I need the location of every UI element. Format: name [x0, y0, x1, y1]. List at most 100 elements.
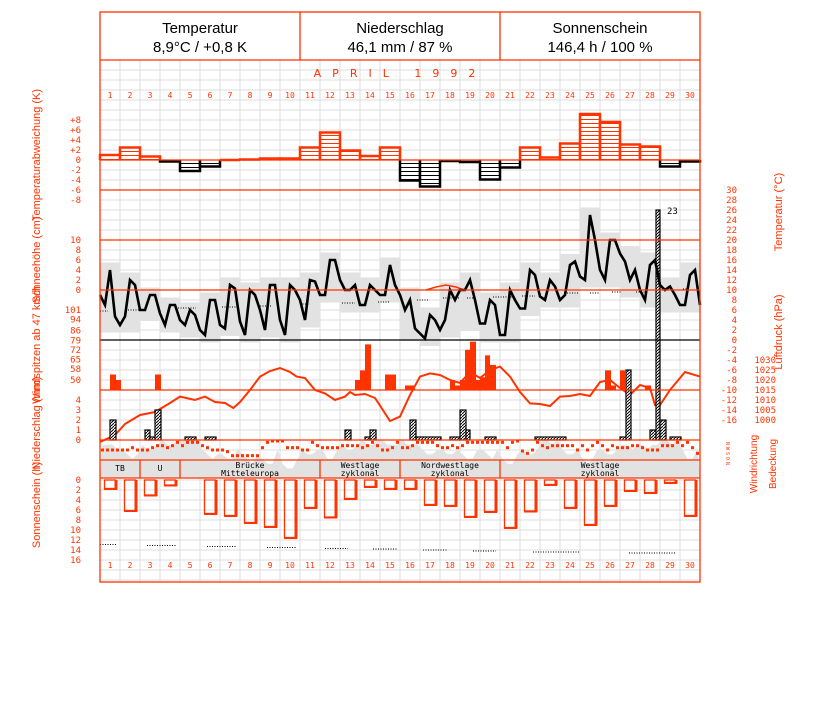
wind-direction-dot: [431, 440, 434, 444]
wind-direction-dot: [586, 448, 589, 452]
tick-temperature: -2: [726, 346, 737, 356]
tick-temp-deviation: +2: [70, 146, 81, 156]
wind-direction-dot: [541, 444, 544, 448]
day-number-bottom: 20: [485, 561, 495, 570]
wind-direction-dot: [341, 444, 344, 448]
temp-deviation-bar: [580, 114, 600, 160]
weather-type-label: Nordwestlage: [421, 461, 479, 470]
wind-direction-dot: [316, 444, 319, 448]
day-number-top: 29: [665, 91, 675, 100]
cloud-cover-area: [100, 440, 700, 478]
wind-direction-dot: [231, 454, 234, 458]
day-number-bottom: 24: [565, 561, 575, 570]
day-number-bottom: 5: [188, 561, 193, 570]
temperature-range-box: [360, 277, 380, 313]
day-number-top: 14: [365, 91, 375, 100]
tick-temperature: 20: [726, 236, 737, 246]
temp-deviation-bar: [140, 156, 160, 160]
sunshine-bar: [323, 479, 337, 518]
wind-direction-dot: [561, 444, 564, 448]
precipitation-bar: [465, 429, 471, 441]
wind-direction-dot: [256, 454, 259, 458]
day-number-bottom: 7: [228, 561, 233, 570]
day-number-bottom: 2: [128, 561, 133, 570]
tick-temperature: 2: [732, 326, 737, 336]
tick-temp-deviation: +4: [70, 136, 81, 146]
wind-direction-dot: [501, 440, 504, 444]
tick-temperature: 28: [726, 196, 737, 206]
tick-temperature: 14: [726, 266, 737, 276]
weather-type-label: Brücke: [236, 461, 265, 470]
sunshine-bar: [523, 479, 537, 512]
precipitation-bar: [144, 429, 151, 441]
axis-title-wind: Windspitzen ab 47 km/h: [31, 286, 43, 403]
wind-direction-dot: [356, 444, 359, 448]
wind-gust-bar: [465, 349, 470, 390]
temp-deviation-outline: [638, 145, 662, 160]
temp-deviation-outline: [498, 160, 522, 169]
tick-temperature: 22: [726, 226, 737, 236]
wind-direction-dot: [206, 446, 209, 450]
tick-temperature: 26: [726, 206, 737, 216]
wind-gust-bar: [490, 364, 496, 390]
tick-precipitation: 3: [76, 406, 81, 416]
wind-direction-dot: [571, 444, 574, 448]
tick-precipitation: 2: [76, 416, 81, 426]
tick-pressure: 1000: [754, 416, 776, 426]
wind-direction-dot: [251, 454, 254, 458]
sunshine-bar: [383, 479, 397, 490]
day-number-bottom: 22: [525, 561, 535, 570]
tick-temp-deviation: -8: [70, 196, 81, 206]
day-number-top: 10: [285, 91, 295, 100]
tick-snow: 8: [76, 246, 81, 256]
sunshine-bar: [423, 479, 437, 506]
wind-gust-bar: [360, 370, 365, 390]
sunshine-bar: [463, 479, 477, 518]
tick-pressure: 1015: [754, 386, 776, 396]
wind-direction-dot: [276, 439, 279, 443]
day-number-bottom: 30: [685, 561, 695, 570]
wind-gust-bar: [611, 385, 616, 390]
day-number-top: 26: [605, 91, 615, 100]
tick-wind: 58: [70, 365, 81, 375]
day-number-top: 7: [228, 91, 233, 100]
wind-direction-dot: [161, 444, 164, 448]
sunshine-bar: [603, 479, 617, 507]
tick-temp-deviation: -2: [70, 166, 81, 176]
day-number-top: 9: [268, 91, 273, 100]
wind-direction-dot: [211, 448, 214, 452]
day-number-top: 28: [645, 91, 655, 100]
sunshine-bar: [543, 479, 557, 486]
wind-direction-dot: [361, 446, 364, 450]
day-number-bottom: 4: [168, 561, 173, 570]
summary-precipitation-title: Niederschlag: [356, 20, 444, 37]
precipitation-bar: [649, 429, 657, 441]
sunshine-bar: [123, 479, 137, 512]
wind-direction-dot: [556, 444, 559, 448]
day-number-top: 15: [385, 91, 395, 100]
wind-direction-dot: [196, 440, 199, 444]
wind-gust-bar: [480, 377, 485, 390]
wind-direction-dot: [601, 444, 604, 448]
day-number-bottom: 14: [365, 561, 375, 570]
day-number-top: 1: [108, 91, 113, 100]
tick-wind-direction: N: [724, 462, 730, 465]
wind-direction-dot: [151, 446, 154, 450]
temp-deviation-outline: [198, 160, 222, 168]
day-number-top: 21: [505, 91, 515, 100]
day-number-bottom: 3: [148, 561, 153, 570]
tick-wind: 101: [65, 306, 81, 316]
tick-sunshine: 4: [76, 496, 81, 506]
day-number-bottom: 23: [545, 561, 555, 570]
day-number-bottom: 1: [108, 561, 113, 570]
wind-gust-bar: [620, 370, 625, 390]
sunshine-bar: [443, 479, 457, 507]
day-number-top: 25: [585, 91, 595, 100]
day-number-bottom: 26: [605, 561, 615, 570]
day-number-top: 8: [248, 91, 253, 100]
wind-direction-dot: [666, 444, 669, 448]
weather-type-label: Westlage: [341, 461, 380, 470]
temperature-range-box: [440, 282, 460, 338]
wind-direction-dot: [131, 446, 134, 450]
tick-snow: 4: [76, 266, 81, 276]
